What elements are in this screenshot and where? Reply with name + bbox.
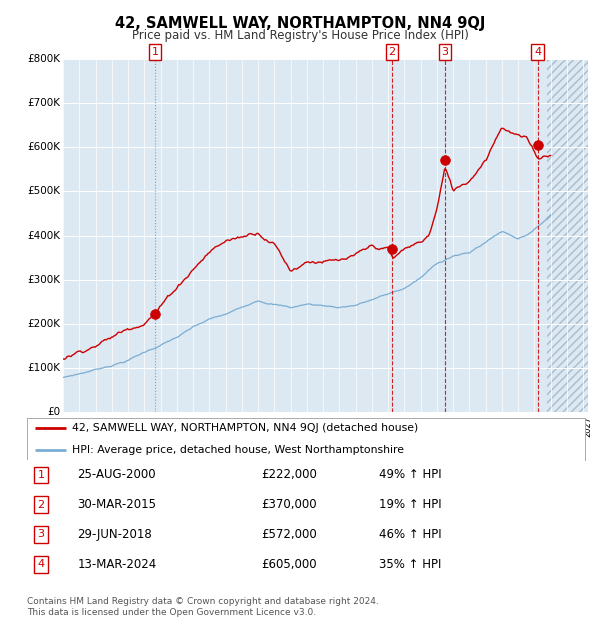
Text: 30-MAR-2015: 30-MAR-2015: [77, 498, 156, 511]
Text: £200K: £200K: [28, 319, 61, 329]
Text: 2018: 2018: [437, 416, 446, 437]
Text: £370,000: £370,000: [262, 498, 317, 511]
Text: 2001: 2001: [161, 416, 170, 437]
Text: 1997: 1997: [95, 416, 104, 437]
Text: 2008: 2008: [274, 416, 283, 437]
Text: 1: 1: [37, 470, 44, 480]
Text: 2005: 2005: [226, 416, 235, 437]
Text: 3: 3: [37, 529, 44, 539]
Text: £222,000: £222,000: [262, 469, 317, 481]
Text: 2015: 2015: [388, 416, 397, 437]
Text: 2006: 2006: [242, 416, 251, 437]
Text: 19% ↑ HPI: 19% ↑ HPI: [379, 498, 441, 511]
Text: 2009: 2009: [290, 416, 299, 437]
Text: 2020: 2020: [469, 416, 478, 437]
Text: £400K: £400K: [28, 231, 61, 241]
Text: 2004: 2004: [209, 416, 218, 437]
Text: 1999: 1999: [128, 416, 137, 437]
Text: 2017: 2017: [421, 416, 430, 437]
Text: 4: 4: [37, 559, 44, 569]
Text: 2023: 2023: [518, 416, 527, 437]
Text: 2021: 2021: [485, 416, 494, 437]
Text: 1995: 1995: [63, 416, 72, 437]
Text: £800K: £800K: [28, 54, 61, 64]
Text: £600K: £600K: [28, 142, 61, 153]
Text: £300K: £300K: [28, 275, 61, 285]
Text: 2013: 2013: [356, 416, 365, 437]
Text: HPI: Average price, detached house, West Northamptonshire: HPI: Average price, detached house, West…: [71, 445, 404, 455]
Text: 2007: 2007: [258, 416, 267, 437]
Text: 29-JUN-2018: 29-JUN-2018: [77, 528, 152, 541]
Text: £100K: £100K: [28, 363, 61, 373]
Text: Contains HM Land Registry data © Crown copyright and database right 2024.
This d: Contains HM Land Registry data © Crown c…: [27, 598, 379, 617]
Text: 2000: 2000: [144, 416, 153, 437]
Text: 2002: 2002: [177, 416, 186, 437]
Bar: [547, 59, 588, 412]
Text: 2027: 2027: [583, 416, 592, 437]
Text: 25-AUG-2000: 25-AUG-2000: [77, 469, 156, 481]
Text: 2026: 2026: [567, 416, 576, 437]
Text: 2011: 2011: [323, 416, 332, 437]
Text: 1998: 1998: [112, 416, 121, 437]
Text: 46% ↑ HPI: 46% ↑ HPI: [379, 528, 441, 541]
Text: 1: 1: [151, 47, 158, 57]
Text: £500K: £500K: [28, 187, 61, 197]
Text: £605,000: £605,000: [262, 558, 317, 570]
Text: 2016: 2016: [404, 416, 413, 437]
Text: 2019: 2019: [453, 416, 462, 437]
Text: £700K: £700K: [28, 98, 61, 108]
Text: 1996: 1996: [79, 416, 88, 437]
Text: 2022: 2022: [502, 416, 511, 437]
Text: 42, SAMWELL WAY, NORTHAMPTON, NN4 9QJ: 42, SAMWELL WAY, NORTHAMPTON, NN4 9QJ: [115, 16, 485, 31]
Text: 49% ↑ HPI: 49% ↑ HPI: [379, 469, 441, 481]
Text: 2: 2: [37, 500, 44, 510]
Text: 13-MAR-2024: 13-MAR-2024: [77, 558, 157, 570]
Text: Price paid vs. HM Land Registry's House Price Index (HPI): Price paid vs. HM Land Registry's House …: [131, 29, 469, 42]
Text: 2014: 2014: [372, 416, 381, 437]
Text: 4: 4: [534, 47, 541, 57]
Text: 2: 2: [388, 47, 395, 57]
Text: 35% ↑ HPI: 35% ↑ HPI: [379, 558, 441, 570]
Text: 2025: 2025: [551, 416, 560, 437]
Text: £572,000: £572,000: [262, 528, 317, 541]
Text: 2003: 2003: [193, 416, 202, 437]
Text: 2024: 2024: [535, 416, 544, 437]
Text: 2012: 2012: [340, 416, 349, 437]
Text: 42, SAMWELL WAY, NORTHAMPTON, NN4 9QJ (detached house): 42, SAMWELL WAY, NORTHAMPTON, NN4 9QJ (d…: [71, 423, 418, 433]
Text: 3: 3: [442, 47, 448, 57]
Text: £0: £0: [47, 407, 61, 417]
Text: 2010: 2010: [307, 416, 316, 437]
